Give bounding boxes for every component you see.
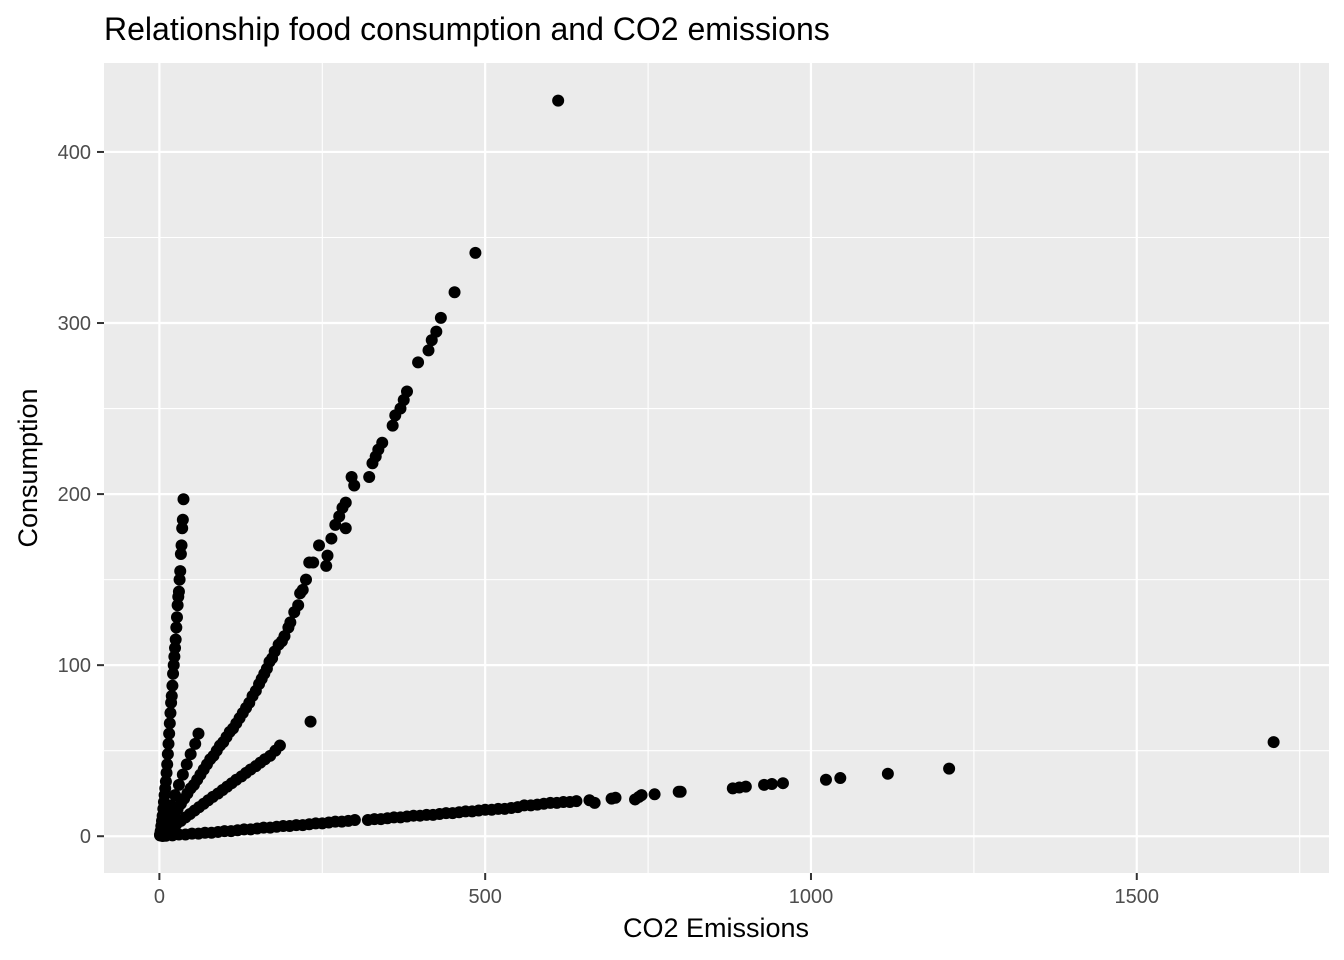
data-point (170, 611, 183, 624)
data-point (161, 758, 174, 771)
data-point (629, 793, 642, 806)
data-point (881, 767, 894, 780)
data-point (174, 547, 187, 560)
data-point (299, 573, 312, 586)
x-tick-label: 0 (154, 886, 165, 908)
data-point (168, 650, 181, 663)
y-axis: 0 100 200 300 400 (58, 142, 104, 848)
y-tick-label: 400 (58, 142, 91, 164)
x-tick-label: 1500 (1115, 886, 1160, 908)
data-point (605, 792, 618, 805)
chart-title: Relationship food consumption and CO2 em… (104, 11, 830, 47)
y-tick-label: 300 (58, 313, 91, 335)
data-point (943, 762, 956, 775)
data-point (834, 772, 847, 785)
data-point (176, 513, 189, 526)
x-axis-title: CO2 Emissions (623, 913, 809, 943)
major-gridlines (104, 63, 1329, 873)
data-point (672, 785, 685, 798)
data-point (552, 94, 565, 107)
data-point (329, 518, 342, 531)
data-point (162, 737, 175, 750)
y-tick-label: 100 (58, 655, 91, 677)
data-point (189, 737, 202, 750)
data-point (175, 539, 188, 552)
y-axis-title: Consumption (13, 388, 43, 547)
data-point (361, 813, 374, 826)
data-point (169, 642, 182, 655)
x-tick-label: 1000 (789, 886, 834, 908)
data-point (321, 549, 334, 562)
data-point (169, 789, 182, 802)
data-point (726, 782, 739, 795)
data-point (161, 748, 174, 761)
data-point (469, 246, 482, 259)
data-point (192, 727, 205, 740)
data-points (154, 94, 1280, 843)
data-point (339, 522, 352, 535)
data-point (303, 556, 316, 569)
data-point (422, 344, 435, 357)
data-point (164, 707, 177, 720)
data-point (172, 590, 185, 603)
data-point (160, 766, 173, 779)
data-point (434, 311, 447, 324)
data-point (170, 621, 183, 634)
data-point (776, 777, 789, 790)
data-point (176, 768, 189, 781)
data-point (288, 606, 301, 619)
data-point (425, 334, 438, 347)
data-point (165, 799, 178, 812)
data-point (173, 573, 186, 586)
data-point (366, 457, 379, 470)
data-point (176, 522, 189, 535)
data-point (169, 633, 182, 646)
data-point (386, 419, 399, 432)
data-point (1267, 736, 1280, 749)
data-point (294, 587, 307, 600)
data-point (174, 565, 187, 578)
data-point (163, 727, 176, 740)
data-point (448, 286, 461, 299)
data-point (412, 356, 425, 369)
data-point (172, 778, 185, 791)
data-point (819, 773, 832, 786)
data-point (167, 667, 180, 680)
data-point (304, 715, 317, 728)
data-point (758, 778, 771, 791)
data-point (363, 470, 376, 483)
data-point (325, 532, 338, 545)
data-point (648, 788, 661, 801)
plot-panel (104, 63, 1329, 873)
data-point (180, 758, 193, 771)
data-point (171, 599, 184, 612)
data-point (345, 470, 358, 483)
data-point (389, 409, 402, 422)
x-tick-label: 500 (468, 886, 501, 908)
data-point (313, 539, 326, 552)
y-tick-label: 200 (58, 484, 91, 506)
x-axis: 0 500 1000 1500 (154, 873, 1159, 908)
data-point (583, 794, 596, 807)
data-point (166, 679, 179, 692)
data-point (156, 830, 169, 843)
data-point (177, 493, 190, 506)
data-point (161, 809, 174, 822)
data-point (167, 659, 180, 672)
y-tick-label: 0 (80, 826, 91, 848)
data-point (165, 696, 178, 709)
data-point (184, 748, 197, 761)
data-point (320, 559, 333, 572)
data-point (163, 717, 176, 730)
data-point (157, 819, 170, 832)
